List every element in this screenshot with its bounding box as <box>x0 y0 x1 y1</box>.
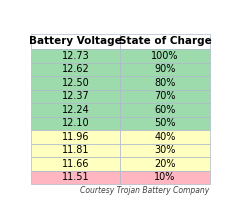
Text: 80%: 80% <box>154 78 176 88</box>
Bar <box>120 144 210 157</box>
Bar <box>120 34 210 49</box>
Bar <box>31 62 120 76</box>
Text: 30%: 30% <box>154 146 176 155</box>
Text: State of Charge: State of Charge <box>119 37 212 46</box>
Bar <box>31 49 120 62</box>
Bar <box>31 117 120 130</box>
Text: 20%: 20% <box>154 159 176 169</box>
Bar <box>31 157 120 171</box>
Bar <box>31 130 120 144</box>
Text: 11.96: 11.96 <box>62 132 90 142</box>
Bar <box>31 76 120 90</box>
Text: Battery Voltage: Battery Voltage <box>29 37 122 46</box>
Text: Courtesy Trojan Battery Company: Courtesy Trojan Battery Company <box>80 186 210 195</box>
Text: 60%: 60% <box>154 105 176 115</box>
Text: 100%: 100% <box>151 51 179 61</box>
Bar <box>120 103 210 117</box>
Bar <box>120 157 210 171</box>
Bar <box>120 49 210 62</box>
Text: 11.81: 11.81 <box>62 146 90 155</box>
Text: 11.66: 11.66 <box>62 159 90 169</box>
Text: 90%: 90% <box>154 64 176 74</box>
Text: 10%: 10% <box>154 172 176 183</box>
Bar <box>31 171 120 184</box>
Text: 40%: 40% <box>154 132 176 142</box>
Bar <box>31 144 120 157</box>
Text: 50%: 50% <box>154 118 176 128</box>
Text: 12.10: 12.10 <box>62 118 90 128</box>
Text: 12.24: 12.24 <box>62 105 90 115</box>
Bar <box>120 117 210 130</box>
Bar <box>120 90 210 103</box>
Bar <box>31 103 120 117</box>
Text: 12.62: 12.62 <box>62 64 90 74</box>
Text: 12.37: 12.37 <box>62 91 90 101</box>
Bar <box>120 130 210 144</box>
Text: 12.73: 12.73 <box>62 51 90 61</box>
Bar <box>31 34 120 49</box>
Bar <box>120 62 210 76</box>
Bar <box>120 171 210 184</box>
Text: 11.51: 11.51 <box>62 172 90 183</box>
Bar <box>31 90 120 103</box>
Text: 12.50: 12.50 <box>62 78 90 88</box>
Bar <box>120 76 210 90</box>
Text: 70%: 70% <box>154 91 176 101</box>
